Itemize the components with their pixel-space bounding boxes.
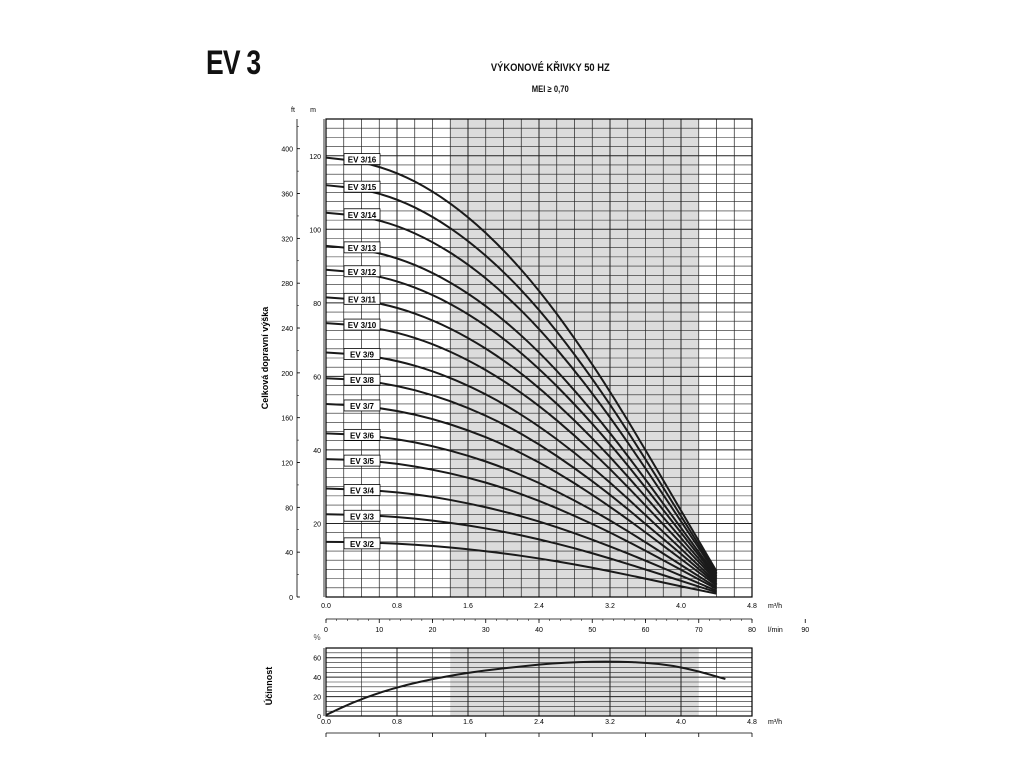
series-label: EV 3/9 (350, 350, 375, 359)
y-tick-label-ft: 120 (281, 461, 293, 468)
series-label: EV 3/6 (350, 431, 375, 440)
series-label-box (343, 153, 381, 166)
chart-subtitle: MEI ≥ 0,70 (531, 84, 569, 94)
eff-x-unit: m³/h (768, 719, 782, 726)
x-tick-label: 0.8 (392, 603, 402, 610)
y-tick-label-ft: 240 (281, 326, 293, 333)
series-label-box (343, 180, 381, 193)
x2-tick-label: 80 (748, 627, 756, 634)
x-unit: m³/h (768, 603, 782, 610)
y-tick-label-ft: 200 (281, 371, 293, 378)
x-tick-label: 4.8 (747, 603, 757, 610)
y-tick-label-m: 120 (309, 154, 321, 161)
x2-tick-label: 70 (695, 627, 703, 634)
head-curve-EV-3-13 (325, 244, 718, 578)
y-tick-label-m: 80 (313, 301, 321, 308)
y-tick-label-ft: 40 (285, 550, 293, 557)
x2-tick-label: 50 (588, 627, 596, 634)
y-tick-label-m: 40 (313, 448, 321, 455)
eff-x-tick-label: 4.8 (747, 719, 757, 726)
head-curve-EV-3-16 (325, 156, 718, 572)
series-label-box (343, 537, 381, 550)
y-axis-label: Celková dopravní výška (260, 306, 270, 410)
series-label-box (343, 208, 381, 221)
eff-x-tick-label: 1.6 (463, 719, 473, 726)
eff-x-tick-label: 4.0 (676, 719, 686, 726)
eff-y-tick-label: 20 (313, 695, 321, 702)
x-tick-label: 3.2 (605, 603, 615, 610)
eff-y-tick-label: 40 (313, 675, 321, 682)
x2-tick-label: 90 (801, 627, 809, 634)
y-unit-m: m (310, 107, 316, 114)
efficiency-curve (325, 660, 726, 716)
series-label: EV 3/13 (348, 244, 377, 253)
y-tick-label-m: 60 (313, 374, 321, 381)
y-tick-label-ft: 400 (281, 147, 293, 154)
series-label-box (343, 399, 381, 412)
head-curve-EV-3-15 (325, 184, 718, 574)
x2-tick-label: 40 (535, 627, 543, 634)
series-label-box (343, 348, 381, 360)
series-label: EV 3/4 (350, 487, 375, 496)
series-label-box (343, 318, 381, 331)
x2-tick-label: 10 (375, 627, 383, 634)
y-tick-label-m: 20 (313, 521, 321, 528)
y-unit-ft: ft (291, 107, 295, 114)
series-label: EV 3/8 (350, 376, 375, 385)
series-label: EV 3/16 (348, 156, 377, 165)
series-label-box (343, 509, 381, 522)
head-frame (325, 118, 753, 598)
eff-x-tick-label: 0.8 (392, 719, 402, 726)
chart-title: VÝKONOVÉ KŘIVKY 50 HZ (490, 62, 610, 74)
x2-tick-label: 20 (429, 627, 437, 634)
y-tick-label-ft: 280 (281, 281, 293, 288)
series-label: EV 3/15 (348, 183, 377, 192)
series-label-box (343, 292, 381, 305)
x-tick-label: 4.0 (676, 603, 686, 610)
series-label-box (343, 454, 381, 467)
x2-tick-label: 60 (642, 627, 650, 634)
x2-unit: l/min (768, 627, 783, 634)
series-label-box (343, 241, 381, 254)
head-curve-EV-3-14 (325, 211, 718, 576)
series-label-box (343, 484, 381, 496)
series-label: EV 3/14 (348, 211, 377, 220)
page-title: EV 3 (206, 44, 261, 82)
x-tick-label: 2.4 (534, 603, 544, 610)
series-label-box (343, 373, 381, 386)
eff-x-tick-label: 3.2 (605, 719, 615, 726)
y-tick-label-ft: 0 (289, 595, 293, 602)
series-label-box (343, 428, 381, 441)
y-tick-label-ft: 360 (281, 192, 293, 199)
eff-y-tick-label: 60 (313, 656, 321, 663)
series-label: EV 3/5 (350, 457, 375, 466)
eff-y-tick-label: 0 (317, 714, 321, 721)
y-tick-label-ft: 80 (285, 505, 293, 512)
eff-x-tick-label: 2.4 (534, 719, 544, 726)
series-label: EV 3/3 (350, 512, 375, 521)
eff-frame (325, 647, 753, 717)
series-label: EV 3/12 (348, 268, 377, 277)
x-tick-label: 1.6 (463, 603, 473, 610)
series-label-box (343, 265, 381, 278)
series-label: EV 3/7 (350, 402, 375, 411)
x2-tick-label: 30 (482, 627, 490, 634)
x2-tick-label: 0 (324, 627, 328, 634)
y-tick-label-ft: 160 (281, 416, 293, 423)
series-label: EV 3/2 (350, 540, 375, 549)
x-tick-label: 0.0 (321, 603, 331, 610)
series-label: EV 3/10 (348, 321, 377, 330)
eff-y-axis-label: Účinnost (263, 667, 274, 706)
y-tick-label-ft: 320 (281, 236, 293, 243)
eff-y-unit: % (313, 633, 320, 642)
series-label: EV 3/11 (348, 295, 377, 304)
y-tick-label-m: 100 (309, 227, 321, 234)
eff-x-tick-label: 0.0 (321, 719, 331, 726)
